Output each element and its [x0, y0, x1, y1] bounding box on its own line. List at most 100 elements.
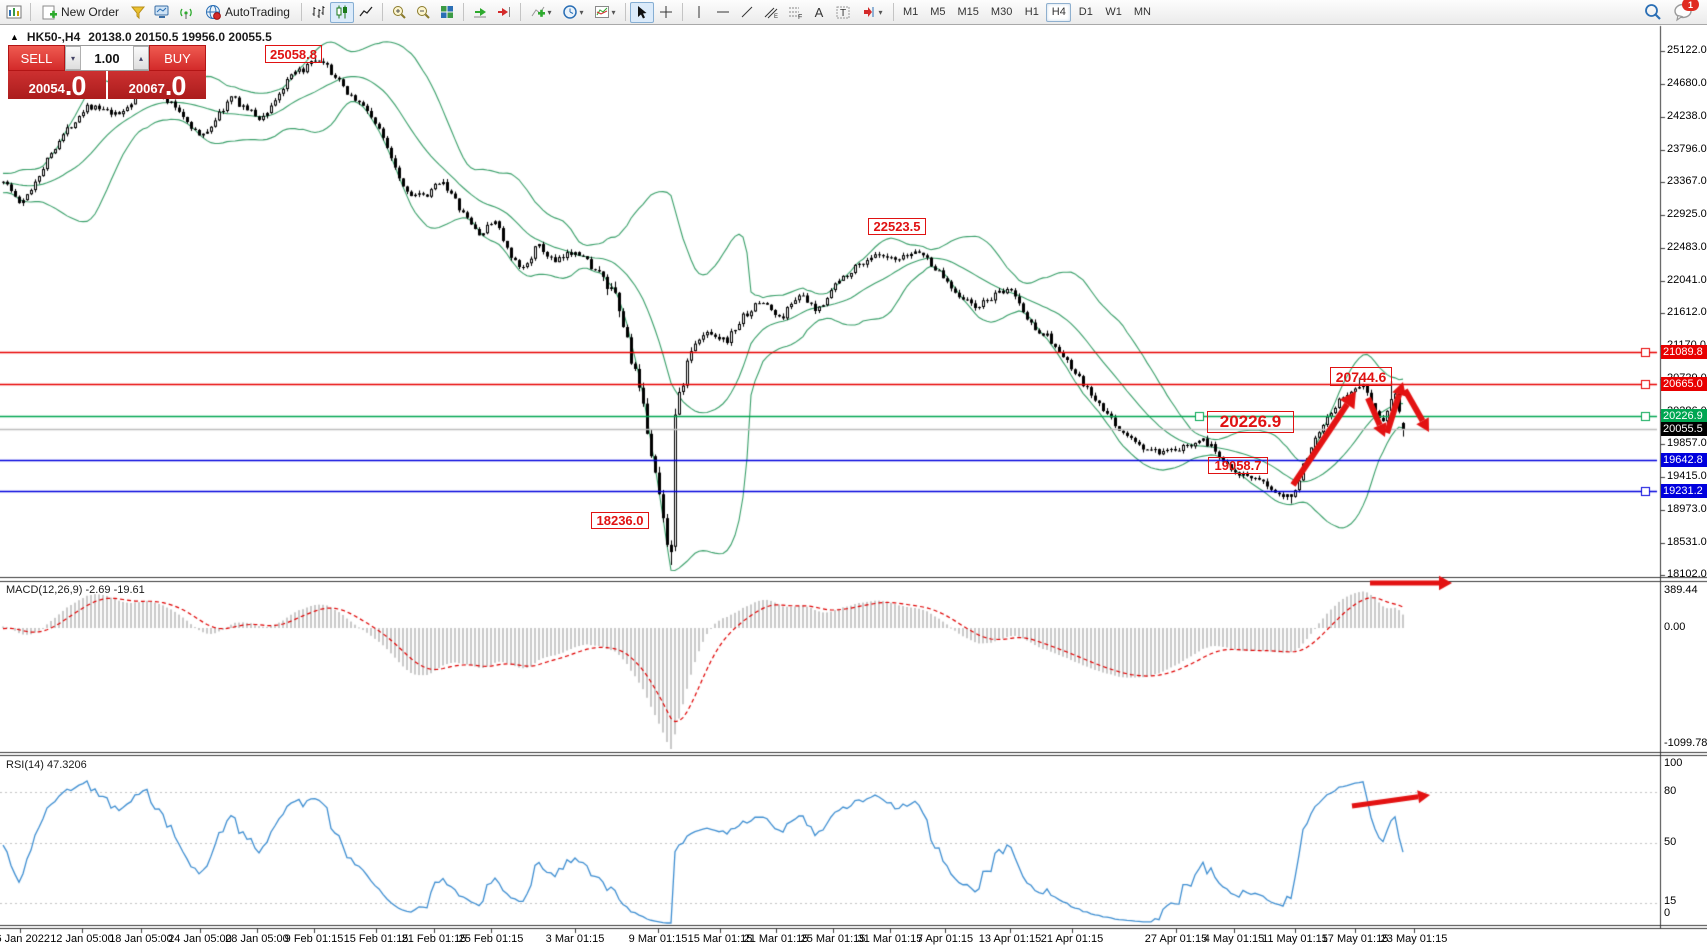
time-tick-label: 28 Jan 05:00 — [225, 933, 289, 945]
time-tick-label: 4 May 01:15 — [1203, 933, 1265, 945]
price-badge: 21089.8 — [1661, 344, 1707, 359]
chat-button[interactable]: 1 — [1673, 0, 1699, 22]
zoom-in-icon[interactable] — [387, 2, 411, 23]
autotrading-button[interactable]: AutoTrading — [198, 2, 297, 23]
buy-price-display[interactable]: 20067.0 — [108, 71, 206, 100]
indicators-menu-button[interactable]: ▾ — [525, 2, 557, 23]
text-label-tool[interactable]: T — [831, 2, 855, 23]
time-tick-label: 9 Feb 01:15 — [284, 933, 344, 945]
timeframe-button-m30[interactable]: M30 — [986, 3, 1017, 22]
timeframe-button-m5[interactable]: M5 — [925, 3, 950, 22]
price-annotation[interactable]: 18236.0 — [591, 512, 649, 529]
time-tick-label: 9 Mar 01:15 — [628, 933, 688, 945]
rsi-scale-label: 15 — [1664, 895, 1677, 907]
indicators-icon — [532, 6, 546, 17]
timeframe-button-h4[interactable]: H4 — [1046, 2, 1072, 22]
horizontal-line-tool[interactable] — [711, 2, 735, 23]
time-tick-label: 21 Feb 01:15 — [401, 933, 467, 945]
sell-label: SELL — [20, 50, 53, 66]
new-order-icon — [42, 5, 57, 19]
trendline-tool[interactable] — [735, 2, 759, 23]
price-tick-label: 23367.0 — [1667, 175, 1707, 188]
chart-window-icon[interactable] — [2, 2, 26, 23]
chart-profile-icon — [6, 5, 22, 19]
volume-input[interactable] — [81, 49, 133, 67]
macd-scale-label: -1099.78 — [1664, 737, 1707, 749]
rsi-scale-label: 0 — [1664, 907, 1671, 919]
rsi-scale-label: 80 — [1664, 785, 1677, 797]
price-tick-label: 25122.0 — [1667, 44, 1707, 57]
symbol-period-label: HK50-,H4 — [26, 30, 81, 44]
price-annotation[interactable]: 20744.6 — [1330, 367, 1392, 386]
time-tick-label: 27 Apr 01:15 — [1144, 933, 1208, 945]
rsi-scale-label: 100 — [1664, 757, 1683, 769]
buy-button[interactable]: BUY — [149, 45, 206, 71]
price-badge: 20226.9 — [1661, 409, 1707, 424]
cursor-tool[interactable] — [629, 1, 654, 23]
time-tick-label: 21 Apr 01:15 — [1040, 933, 1104, 945]
arrows-tool-menu[interactable]: ▾ — [855, 2, 889, 23]
price-tick-label: 24680.0 — [1667, 77, 1707, 90]
channel-tool[interactable]: E — [759, 2, 783, 23]
time-tick-label: 25 Feb 01:15 — [458, 933, 524, 945]
svg-text:E: E — [774, 14, 778, 20]
expert-advisors-icon[interactable] — [126, 2, 150, 23]
chart-header: ▲ HK50-,H4 20138.0 20150.5 19956.0 20055… — [10, 30, 272, 44]
toolbar-right-group: 1 — [1643, 0, 1705, 22]
fibonacci-tool[interactable]: F — [783, 2, 807, 23]
zoom-out-icon[interactable] — [411, 2, 435, 23]
price-annotation[interactable]: 22523.5 — [868, 218, 926, 235]
price-tick-label: 18973.0 — [1667, 502, 1707, 515]
price-annotation[interactable]: 20226.9 — [1207, 411, 1294, 433]
crosshair-tool[interactable] — [654, 2, 678, 23]
line-chart-mode-icon[interactable] — [354, 2, 378, 23]
terminal-icon[interactable] — [150, 2, 174, 23]
price-tick-label: 23796.0 — [1667, 143, 1707, 155]
separator — [30, 3, 31, 21]
price-tick-label: 18102.0 — [1667, 567, 1707, 580]
price-annotation[interactable]: 25058.8 — [265, 45, 322, 63]
volume-increase-button[interactable]: ▴ — [133, 46, 149, 70]
signals-icon[interactable] — [174, 2, 198, 23]
time-tick-label: 21 Mar 01:15 — [743, 933, 809, 945]
text-tool[interactable]: A — [807, 2, 831, 23]
price-tick-label: 22041.0 — [1667, 273, 1707, 286]
time-tick-label: 31 Mar 01:15 — [857, 933, 923, 945]
time-tick-label: 7 Apr 01:15 — [916, 933, 974, 945]
auto-scroll-icon[interactable] — [468, 2, 492, 23]
timeframe-button-mn[interactable]: MN — [1129, 3, 1156, 22]
templates-menu-button[interactable]: ▾ — [589, 2, 621, 23]
volume-decrease-button[interactable]: ▾ — [65, 46, 81, 70]
vertical-line-tool[interactable] — [687, 2, 711, 23]
separator — [381, 3, 383, 21]
timeframe-button-m1[interactable]: M1 — [898, 3, 923, 22]
timeframe-button-d1[interactable]: D1 — [1073, 3, 1098, 22]
time-tick-label: 6 Jan 2022 — [0, 933, 50, 945]
new-order-button[interactable]: New Order — [35, 2, 126, 23]
chevron-down-icon: ▾ — [579, 7, 584, 17]
periods-menu-button[interactable]: ▾ — [557, 2, 589, 23]
search-icon[interactable] — [1643, 2, 1663, 22]
tile-windows-icon[interactable] — [435, 2, 459, 23]
time-tick-label: 15 Feb 01:15 — [343, 933, 409, 945]
panel-collapse-icon[interactable]: ▲ — [10, 32, 19, 42]
sell-price-display[interactable]: 20054.0 — [8, 71, 106, 100]
bar-chart-mode-icon[interactable] — [306, 2, 330, 23]
timeframe-button-m15[interactable]: M15 — [953, 3, 984, 22]
chart-shift-icon[interactable] — [492, 2, 516, 23]
timeframe-button-h1[interactable]: H1 — [1019, 3, 1044, 22]
timeframe-button-w1[interactable]: W1 — [1100, 3, 1127, 22]
candlestick-mode-icon[interactable] — [329, 1, 354, 23]
price-badge: 19231.2 — [1661, 483, 1707, 498]
notification-badge: 1 — [1682, 0, 1699, 11]
macd-scale-label: 0.00 — [1664, 621, 1686, 633]
buy-label: BUY — [164, 50, 191, 66]
clock-icon — [563, 5, 578, 19]
separator — [892, 3, 894, 21]
separator — [624, 3, 626, 21]
price-annotation[interactable]: 19058.7 — [1208, 457, 1268, 474]
separator — [300, 3, 302, 21]
sell-button[interactable]: SELL — [8, 45, 65, 71]
